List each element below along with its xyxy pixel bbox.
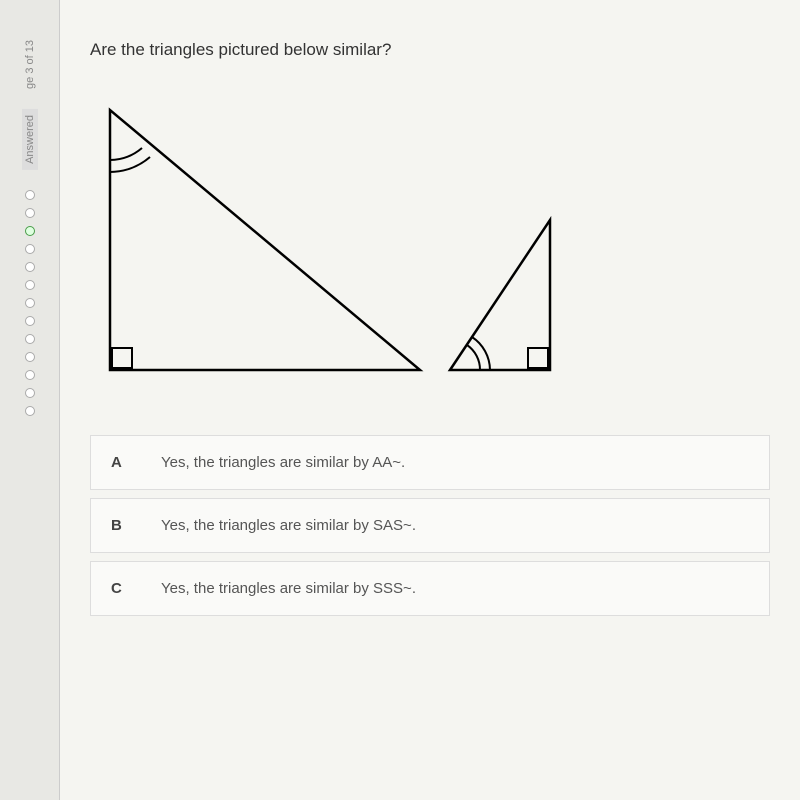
progress-dot-11[interactable] bbox=[25, 370, 35, 380]
progress-dot-5[interactable] bbox=[25, 262, 35, 272]
progress-dots bbox=[25, 190, 35, 416]
small-angle-arc-1 bbox=[467, 345, 480, 370]
progress-dot-7[interactable] bbox=[25, 298, 35, 308]
sidebar: ge 3 of 13 Answered bbox=[0, 0, 60, 800]
progress-dot-10[interactable] bbox=[25, 352, 35, 362]
option-b[interactable]: B Yes, the triangles are similar by SAS~. bbox=[90, 498, 770, 553]
answer-options: A Yes, the triangles are similar by AA~. B… bbox=[90, 435, 770, 616]
large-triangle bbox=[110, 110, 420, 370]
progress-dot-12[interactable] bbox=[25, 388, 35, 398]
triangle-svg bbox=[90, 90, 570, 390]
page-indicator: ge 3 of 13 bbox=[24, 40, 36, 89]
option-text: Yes, the triangles are similar by SSS~. bbox=[161, 580, 416, 597]
option-letter: C bbox=[111, 580, 131, 597]
large-right-angle-marker bbox=[112, 348, 132, 368]
triangle-figure bbox=[90, 90, 770, 395]
progress-dot-6[interactable] bbox=[25, 280, 35, 290]
answered-badge: Answered bbox=[22, 109, 38, 170]
progress-dot-13[interactable] bbox=[25, 406, 35, 416]
option-text: Yes, the triangles are similar by SAS~. bbox=[161, 517, 416, 534]
option-text: Yes, the triangles are similar by AA~. bbox=[161, 454, 405, 471]
large-angle-arc-1 bbox=[110, 148, 142, 160]
option-letter: A bbox=[111, 454, 131, 471]
option-letter: B bbox=[111, 517, 131, 534]
option-a[interactable]: A Yes, the triangles are similar by AA~. bbox=[90, 435, 770, 490]
option-c[interactable]: C Yes, the triangles are similar by SSS~. bbox=[90, 561, 770, 616]
question-text: Are the triangles pictured below similar… bbox=[90, 40, 770, 60]
progress-dot-9[interactable] bbox=[25, 334, 35, 344]
progress-dot-1[interactable] bbox=[25, 190, 35, 200]
progress-dot-8[interactable] bbox=[25, 316, 35, 326]
progress-dot-2[interactable] bbox=[25, 208, 35, 218]
progress-dot-4[interactable] bbox=[25, 244, 35, 254]
progress-dot-3[interactable] bbox=[25, 226, 35, 236]
main-content: Are the triangles pictured below similar… bbox=[60, 0, 800, 800]
small-right-angle-marker bbox=[528, 348, 548, 368]
